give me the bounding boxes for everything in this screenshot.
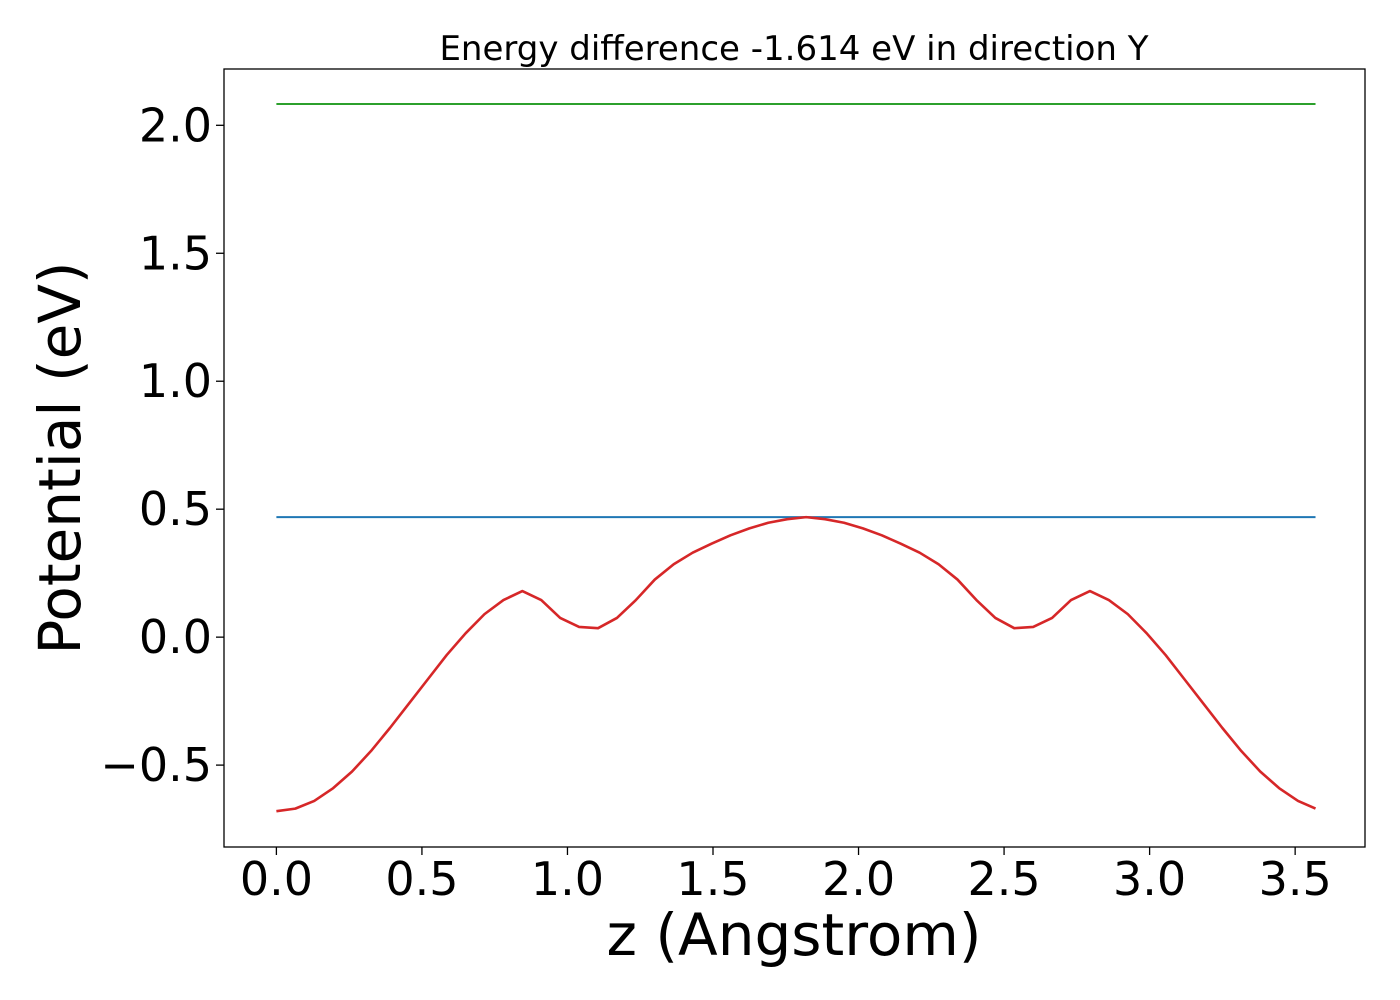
series-layer [276,103,1317,813]
y-tick-label: 0.5 [139,482,212,536]
x-tick-label: 1.5 [676,852,749,906]
x-tick-label: 3.0 [1113,852,1186,906]
y-tick-label: 2.0 [139,98,212,152]
y-tick-label: 1.0 [139,354,212,408]
y-axis-ticks: −0.5 0.0 0.5 1.0 1.5 2.0 [100,98,224,792]
y-axis-label: Potential (eV) [26,261,94,654]
x-tick-label: 2.5 [967,852,1040,906]
y-tick-label: −0.5 [100,738,212,792]
plot-area [223,68,1366,848]
x-tick-label: 1.0 [531,852,604,906]
y-tick-label: 0.0 [139,610,212,664]
x-axis-label: z (Angstrom) [607,901,982,969]
series-line-potential [276,515,1317,813]
x-tick-label: 0.0 [240,852,313,906]
x-tick-label: 2.0 [822,852,895,906]
x-axis-ticks: 0.0 0.5 1.0 1.5 2.0 2.5 3.0 3.5 [240,847,1332,906]
x-tick-label: 3.5 [1259,852,1332,906]
x-tick-label: 0.5 [385,852,458,906]
axes-frame [223,68,1366,848]
chart-title: Energy difference -1.614 eV in direction… [439,29,1148,69]
y-tick-label: 1.5 [139,226,212,280]
